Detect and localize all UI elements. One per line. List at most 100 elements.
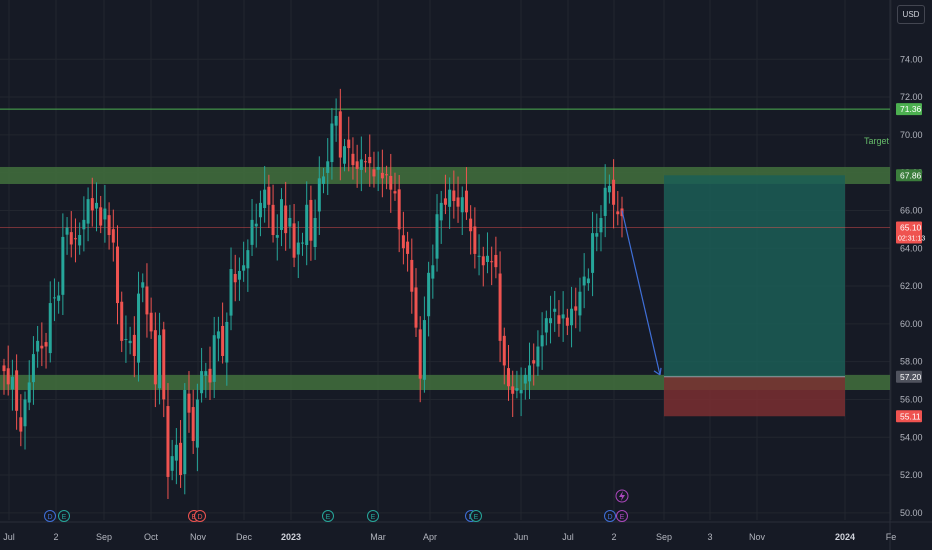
time-axis[interactable]: Jul 2 Sep Oct Nov Dec 2023 Mar Apr Jun Jul 2 Sep 3 Nov… xyxy=(3,532,896,542)
candle-body xyxy=(570,308,574,326)
candle-body xyxy=(406,241,410,254)
candle-body xyxy=(393,191,397,194)
candle-body xyxy=(427,272,431,317)
candle xyxy=(208,346,212,401)
candle-body xyxy=(61,236,65,295)
candle-body xyxy=(27,382,31,403)
candle xyxy=(296,221,300,279)
candle xyxy=(334,98,338,142)
candle xyxy=(200,347,204,403)
candle xyxy=(229,247,233,331)
candle-body xyxy=(607,185,611,193)
candle-body xyxy=(515,388,519,391)
candle xyxy=(27,360,31,411)
projection-arrowhead xyxy=(653,367,662,376)
event-marker-earnings xyxy=(322,510,334,522)
projection-line xyxy=(621,210,661,376)
candle xyxy=(385,165,389,190)
candle-body xyxy=(153,330,157,385)
candle-body xyxy=(372,169,376,177)
candle xyxy=(380,149,384,198)
candle-body xyxy=(582,276,586,286)
event-marker-earnings xyxy=(470,510,482,522)
candle xyxy=(69,211,73,258)
long-position-tool[interactable] xyxy=(664,175,845,417)
y-tick-label: 66.00 xyxy=(900,205,923,215)
candle-body xyxy=(616,211,620,215)
candle-body xyxy=(418,329,422,379)
candle-body xyxy=(397,189,401,230)
candle-body xyxy=(338,111,342,158)
y-tick-label: 62.00 xyxy=(900,281,923,291)
candle xyxy=(431,244,435,299)
candle-body xyxy=(94,202,98,209)
candle xyxy=(343,138,347,172)
candle xyxy=(132,316,136,378)
candle xyxy=(532,343,536,386)
candle-body xyxy=(334,115,338,126)
candle-body xyxy=(212,335,216,382)
candle-body xyxy=(279,199,283,230)
projection-arrow[interactable] xyxy=(621,210,662,376)
candle xyxy=(36,325,40,368)
currency-button[interactable]: USD xyxy=(897,5,925,24)
candle-body xyxy=(23,399,27,427)
candle-body xyxy=(549,318,553,324)
candle xyxy=(427,261,431,337)
candle xyxy=(612,159,616,229)
candle xyxy=(288,204,292,249)
candle xyxy=(528,342,532,400)
candle xyxy=(94,182,98,232)
candle xyxy=(292,204,296,268)
candle-body xyxy=(591,233,595,273)
candle-body xyxy=(389,175,393,190)
candle xyxy=(523,367,527,400)
candle-body xyxy=(82,219,86,230)
candle xyxy=(116,225,120,325)
candle xyxy=(511,370,515,417)
candle-body xyxy=(557,315,561,324)
candle-body xyxy=(246,250,250,269)
candle-body xyxy=(65,227,69,235)
x-tick-label: Oct xyxy=(144,532,159,542)
candle xyxy=(494,236,498,279)
candle xyxy=(137,271,141,382)
price-axis[interactable]: 50.00 52.00 54.00 56.00 58.00 60.00 62.00 64.00… xyxy=(896,54,925,518)
candle-body xyxy=(376,166,380,170)
candle xyxy=(124,315,128,363)
candle-body xyxy=(19,417,23,432)
candle xyxy=(120,291,124,353)
candle xyxy=(372,151,376,188)
candle-body xyxy=(271,204,275,236)
x-tick-label: 3 xyxy=(707,532,712,542)
candle xyxy=(338,88,342,181)
y-tick-label: 70.00 xyxy=(900,130,923,140)
candle-body xyxy=(439,202,443,221)
candle xyxy=(397,175,401,253)
candle xyxy=(460,186,464,235)
candle-body xyxy=(254,223,258,227)
candle-body xyxy=(229,269,233,316)
candle-body xyxy=(317,178,321,212)
x-tick-label: Dec xyxy=(236,532,253,542)
candle-body xyxy=(502,335,506,366)
candle-body xyxy=(284,205,288,234)
candle-body xyxy=(490,261,494,263)
event-markers[interactable]: DEEDEEDEDE xyxy=(44,489,629,522)
candle-body xyxy=(553,308,557,312)
candle xyxy=(61,213,65,315)
event-marker-letter: E xyxy=(474,514,479,521)
candle-body xyxy=(511,386,515,394)
candle-body xyxy=(528,365,532,382)
candle xyxy=(519,367,523,417)
candle-body xyxy=(128,340,132,344)
candle xyxy=(263,166,267,223)
candle xyxy=(237,257,241,301)
candle xyxy=(313,199,317,260)
candle xyxy=(275,214,279,261)
candle-body xyxy=(506,368,510,387)
candle xyxy=(553,290,557,332)
candle-body xyxy=(523,374,527,384)
candle xyxy=(107,202,111,250)
